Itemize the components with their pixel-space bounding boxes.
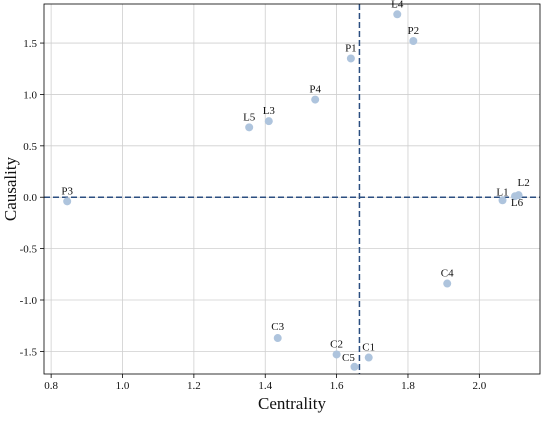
- data-point-c1: [364, 353, 373, 362]
- point-label-p1: P1: [345, 42, 357, 54]
- point-label-p4: P4: [309, 84, 321, 96]
- x-tick-label: 1.2: [187, 380, 201, 392]
- data-points: [63, 10, 523, 371]
- point-label-c2: C2: [330, 338, 343, 350]
- point-label-c1: C1: [362, 342, 375, 354]
- data-point-l1: [498, 196, 507, 205]
- point-label-c4: C4: [441, 268, 454, 280]
- point-label-l5: L5: [243, 111, 256, 123]
- y-tick-label: 0.0: [23, 192, 37, 204]
- point-label-c5: C5: [342, 352, 355, 364]
- point-label-p2: P2: [408, 25, 420, 37]
- y-tick-label: -1.5: [20, 346, 38, 358]
- y-axis-ticks: -1.5 -1.0 -0.5 0.0 0.5 1.0 1.5: [20, 38, 44, 358]
- point-label-l4: L4: [391, 0, 404, 10]
- x-axis-label: Centrality: [258, 394, 326, 413]
- point-label-c3: C3: [271, 321, 284, 333]
- point-label-l2: L2: [517, 177, 529, 189]
- data-point-l4: [393, 10, 402, 19]
- data-point-c4: [443, 279, 452, 288]
- data-point-p2: [409, 37, 418, 45]
- data-point-l6: [511, 192, 520, 201]
- plot-frame: [43, 3, 541, 375]
- data-point-c2: [332, 350, 341, 359]
- data-point-p1: [346, 54, 355, 63]
- y-tick-label: 0.5: [23, 141, 37, 153]
- y-tick-label: 1.0: [23, 89, 37, 101]
- point-label-l3: L3: [263, 105, 276, 117]
- x-axis-ticks: 0.8 1.0 1.2 1.4 1.6 1.8 2.0: [44, 374, 487, 392]
- point-label-l6: L6: [511, 197, 524, 209]
- y-tick-label: -1.0: [20, 295, 38, 307]
- x-tick-label: 1.6: [330, 380, 344, 392]
- data-point-p4: [311, 95, 320, 104]
- x-tick-label: 1.0: [116, 380, 130, 392]
- x-tick-label: 1.4: [258, 380, 272, 392]
- data-point-p3: [63, 197, 72, 206]
- point-labels: L4 P2 P1 P4 L3 L5 P3 L1 L2 L6 C4 C3 C2 C1 C5: [61, 0, 529, 364]
- y-axis-label: Causality: [1, 156, 20, 221]
- reference-lines: [44, 4, 540, 374]
- data-point-l3: [264, 117, 273, 126]
- data-point-c3: [273, 334, 282, 343]
- data-point-l5: [245, 123, 254, 132]
- point-label-p3: P3: [61, 185, 73, 197]
- y-tick-label: -0.5: [20, 244, 38, 256]
- grid-lines: [44, 4, 540, 374]
- x-tick-label: 0.8: [44, 380, 58, 392]
- point-label-l1: L1: [496, 186, 508, 198]
- x-tick-label: 1.8: [401, 380, 415, 392]
- y-tick-label: 1.5: [23, 38, 37, 50]
- x-tick-label: 2.0: [472, 380, 486, 392]
- data-point-c5: [350, 362, 359, 371]
